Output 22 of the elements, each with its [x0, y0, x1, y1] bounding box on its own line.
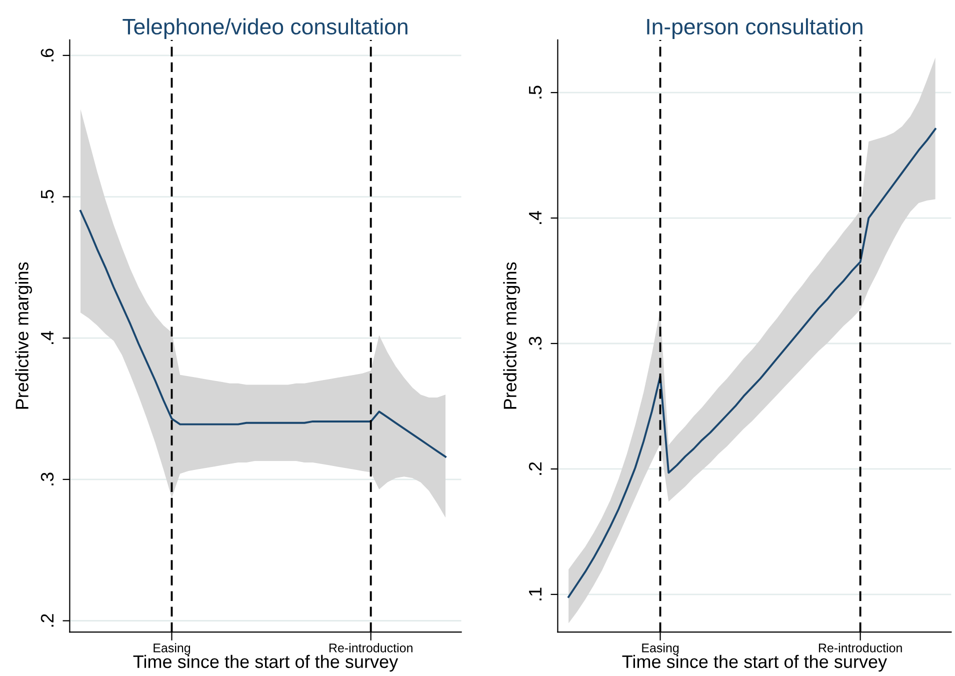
chart-title: Telephone/video consultation — [122, 18, 408, 39]
x-tick-label: Re-introduction — [329, 643, 412, 652]
y-axis-title: Predictive margins — [503, 262, 520, 409]
x-tick-label: Re-introduction — [818, 643, 902, 652]
y-axis-title: Predictive margins — [15, 262, 32, 409]
x-axis-title: Time since the start of the survey — [622, 654, 888, 672]
y-tick-label: .4 — [529, 211, 542, 224]
y-tick-label: .5 — [529, 86, 542, 98]
y-tick-label: .5 — [41, 190, 54, 203]
x-tick-label: Easing — [642, 643, 679, 655]
y-tick-label: .2 — [40, 614, 54, 627]
y-tick-label: .6 — [40, 48, 54, 62]
line-series — [568, 128, 936, 598]
y-tick-label: .2 — [528, 462, 542, 475]
y-tick-label: .4 — [41, 331, 54, 344]
chart-title: In-person consultation — [647, 18, 862, 39]
x-tick-label: Easing — [154, 643, 190, 655]
x-axis-title: Time since the start of the survey — [133, 654, 398, 672]
y-tick-label: .1 — [529, 588, 542, 600]
line-series — [80, 210, 446, 458]
y-tick-label: .3 — [528, 336, 542, 350]
y-tick-label: .3 — [40, 472, 54, 486]
